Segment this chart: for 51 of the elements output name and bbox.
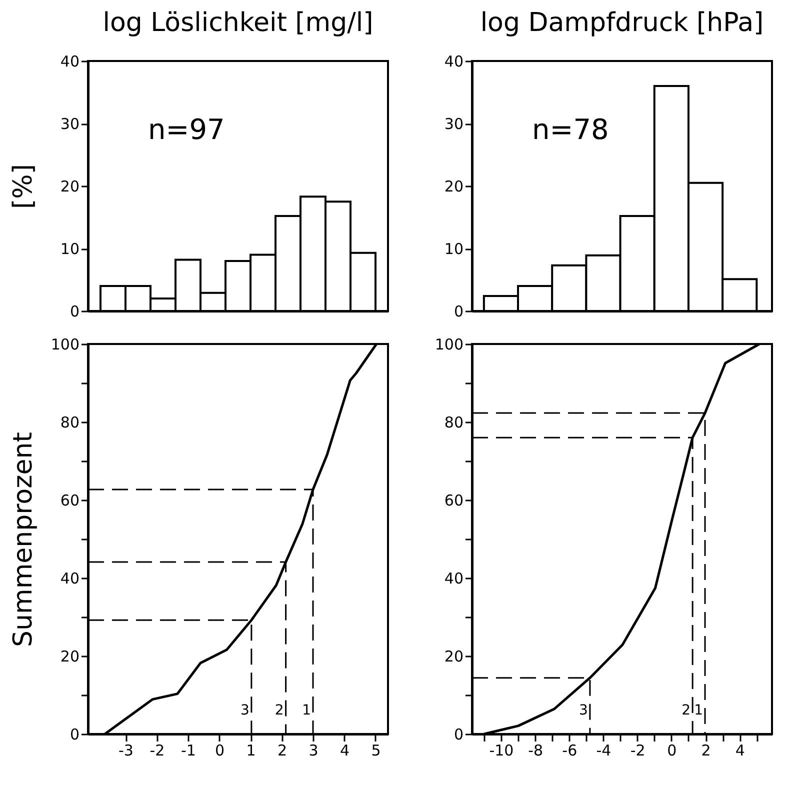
y-tick-label: 20 xyxy=(444,648,464,666)
y-tick-label: 20 xyxy=(444,178,464,196)
y-axis-title: Summenprozent xyxy=(8,432,38,647)
y-tick-label: 80 xyxy=(60,414,80,432)
x-tick-label: 0 xyxy=(667,742,677,760)
y-tick-label: 40 xyxy=(60,52,80,70)
y-tick-label: 0 xyxy=(70,726,80,744)
annotation: 3 xyxy=(240,702,250,719)
x-tick-label: 0 xyxy=(214,742,225,760)
y-tick-label: 20 xyxy=(60,178,80,196)
annotation: 2 xyxy=(274,702,284,719)
y-tick-label: 60 xyxy=(444,492,464,510)
y-tick-label: 40 xyxy=(444,570,464,588)
x-tick-label: -2 xyxy=(150,742,165,760)
x-tick-label: 5 xyxy=(371,742,381,760)
chart-title: log Dampfdruck [hPa] xyxy=(480,8,764,38)
x-tick-label: -8 xyxy=(528,742,544,760)
x-tick-label: 1 xyxy=(246,742,256,760)
y-tick-label: 30 xyxy=(60,115,80,133)
y-axis-title: [%] xyxy=(8,164,38,209)
chart-title: log Löslichkeit [mg/l] xyxy=(102,8,374,38)
x-tick-label: -10 xyxy=(489,742,514,760)
y-tick-label: 30 xyxy=(444,115,464,133)
y-tick-label: 20 xyxy=(60,648,80,666)
annotation: 1 xyxy=(302,702,311,719)
y-tick-label: 100 xyxy=(434,336,464,354)
annotation: n=78 xyxy=(532,113,609,146)
y-tick-label: 10 xyxy=(444,240,464,258)
y-tick-label: 80 xyxy=(444,414,464,432)
y-tick-label: 40 xyxy=(60,570,80,588)
y-tick-label: 0 xyxy=(70,302,80,320)
y-tick-label: 40 xyxy=(444,52,464,70)
y-tick-label: 10 xyxy=(60,240,80,258)
x-tick-label: 4 xyxy=(735,742,745,760)
y-tick-label: 0 xyxy=(454,726,464,744)
annotation: 2 xyxy=(682,702,691,719)
x-tick-label: 2 xyxy=(277,742,288,760)
annotation: 3 xyxy=(579,702,588,719)
y-tick-label: 60 xyxy=(60,492,80,510)
x-tick-label: 2 xyxy=(701,742,711,760)
x-tick-label: -3 xyxy=(118,742,134,760)
y-tick-label: 100 xyxy=(50,336,80,354)
y-tick-label: 0 xyxy=(454,302,464,320)
x-tick-label: 3 xyxy=(308,742,318,760)
x-tick-label: -6 xyxy=(562,742,578,760)
annotation: 1 xyxy=(694,702,704,719)
x-tick-label: 4 xyxy=(340,742,350,760)
annotation: n=97 xyxy=(148,113,225,146)
x-tick-label: -2 xyxy=(630,742,646,760)
x-tick-label: -4 xyxy=(596,742,612,760)
x-tick-label: -1 xyxy=(181,742,196,760)
